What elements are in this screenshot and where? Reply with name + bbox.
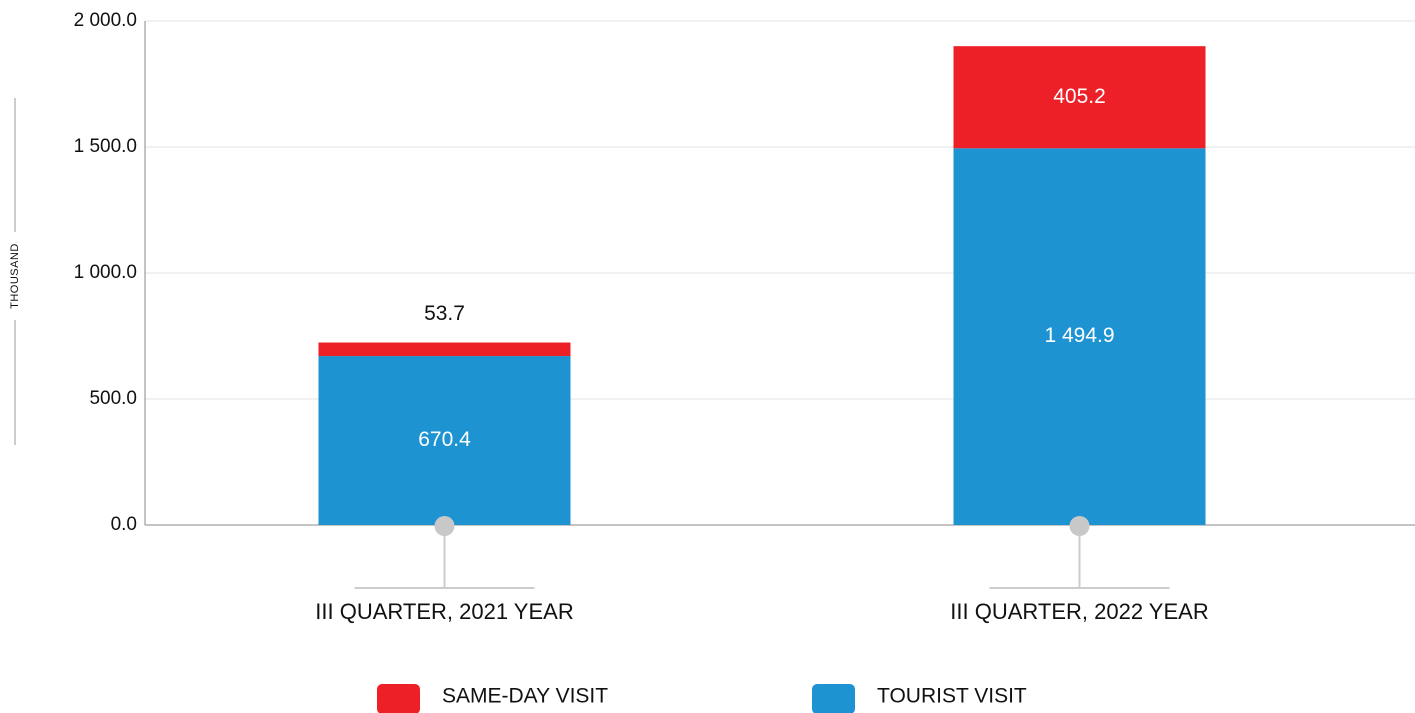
data-label: 670.4 <box>418 428 471 451</box>
data-label: 1 494.9 <box>1044 324 1114 347</box>
legend-label: SAME-DAY VISIT <box>442 685 608 708</box>
y-tick-label: 1 500.0 <box>74 136 137 157</box>
legend-swatch <box>812 684 855 713</box>
bar-segment <box>318 356 571 525</box>
bar-segment <box>953 46 1206 149</box>
x-tick-label: III QUARTER, 2022 YEAR <box>950 599 1208 624</box>
category-dot <box>1069 516 1090 536</box>
bar-segment <box>318 342 571 357</box>
legend-swatch <box>377 684 420 713</box>
x-tick-label: III QUARTER, 2021 YEAR <box>315 599 573 624</box>
data-label: 53.7 <box>424 302 465 325</box>
y-tick-label: 1 000.0 <box>74 262 137 283</box>
bar-segment <box>953 148 1206 525</box>
category-dot <box>434 516 455 536</box>
y-tick-label: 0.0 <box>111 514 137 535</box>
data-label: 405.2 <box>1053 85 1106 108</box>
y-tick-label: 2 000.0 <box>74 10 137 31</box>
y-tick-label: 500.0 <box>89 388 137 409</box>
y-axis-label: THOUSAND <box>9 243 21 309</box>
legend-label: TOURIST VISIT <box>877 685 1027 708</box>
